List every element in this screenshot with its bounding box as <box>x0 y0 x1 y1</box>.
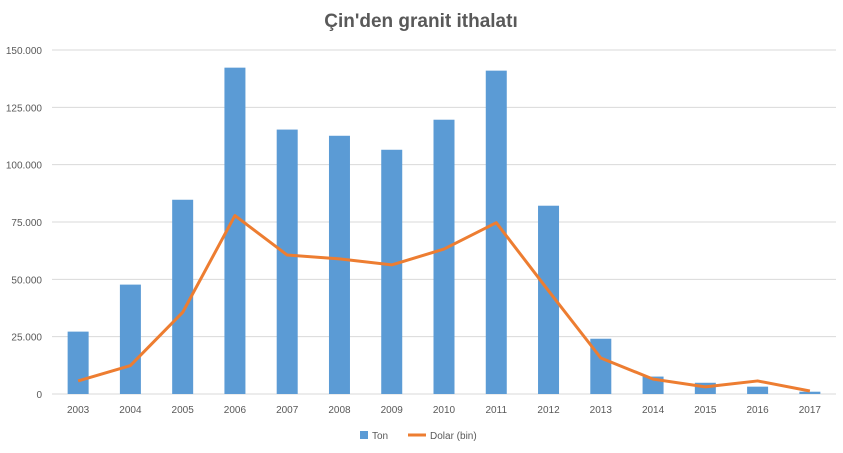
bar-2004 <box>120 285 141 394</box>
x-tick-label: 2004 <box>119 405 142 416</box>
x-tick-label: 2017 <box>799 405 822 416</box>
y-tick-label: 75.000 <box>11 218 42 229</box>
bar-2007 <box>277 130 298 394</box>
x-tick-label: 2006 <box>224 405 247 416</box>
x-tick-label: 2008 <box>328 405 351 416</box>
x-tick-label: 2009 <box>381 405 404 416</box>
legend-label-ton: Ton <box>372 431 388 442</box>
bar-2008 <box>329 136 350 394</box>
bar-2009 <box>381 150 402 394</box>
x-tick-label: 2003 <box>67 405 90 416</box>
x-tick-label: 2007 <box>276 405 299 416</box>
x-tick-label: 2011 <box>486 405 508 416</box>
y-tick-label: 125.000 <box>6 103 43 114</box>
y-tick-label: 50.000 <box>11 275 42 286</box>
chart-title: Çin'den granit ithalatı <box>324 11 517 32</box>
x-tick-label: 2012 <box>537 405 560 416</box>
x-tick-label: 2016 <box>746 405 769 416</box>
bar-2003 <box>68 332 89 394</box>
bar-2010 <box>434 120 455 394</box>
legend-swatch-ton <box>360 431 368 439</box>
x-tick-label: 2005 <box>172 405 195 416</box>
y-tick-label: 25.000 <box>11 333 42 344</box>
x-tick-label: 2014 <box>642 405 665 416</box>
x-tick-label: 2015 <box>694 405 717 416</box>
y-tick-label: 150.000 <box>6 46 43 57</box>
y-tick-label: 0 <box>36 390 42 401</box>
x-tick-label: 2010 <box>433 405 456 416</box>
bar-2016 <box>747 387 768 394</box>
legend-label-dolar: Dolar (bin) <box>430 431 477 442</box>
bar-2017 <box>799 392 820 394</box>
y-tick-label: 100.000 <box>6 161 43 172</box>
x-tick-label: 2013 <box>590 405 613 416</box>
